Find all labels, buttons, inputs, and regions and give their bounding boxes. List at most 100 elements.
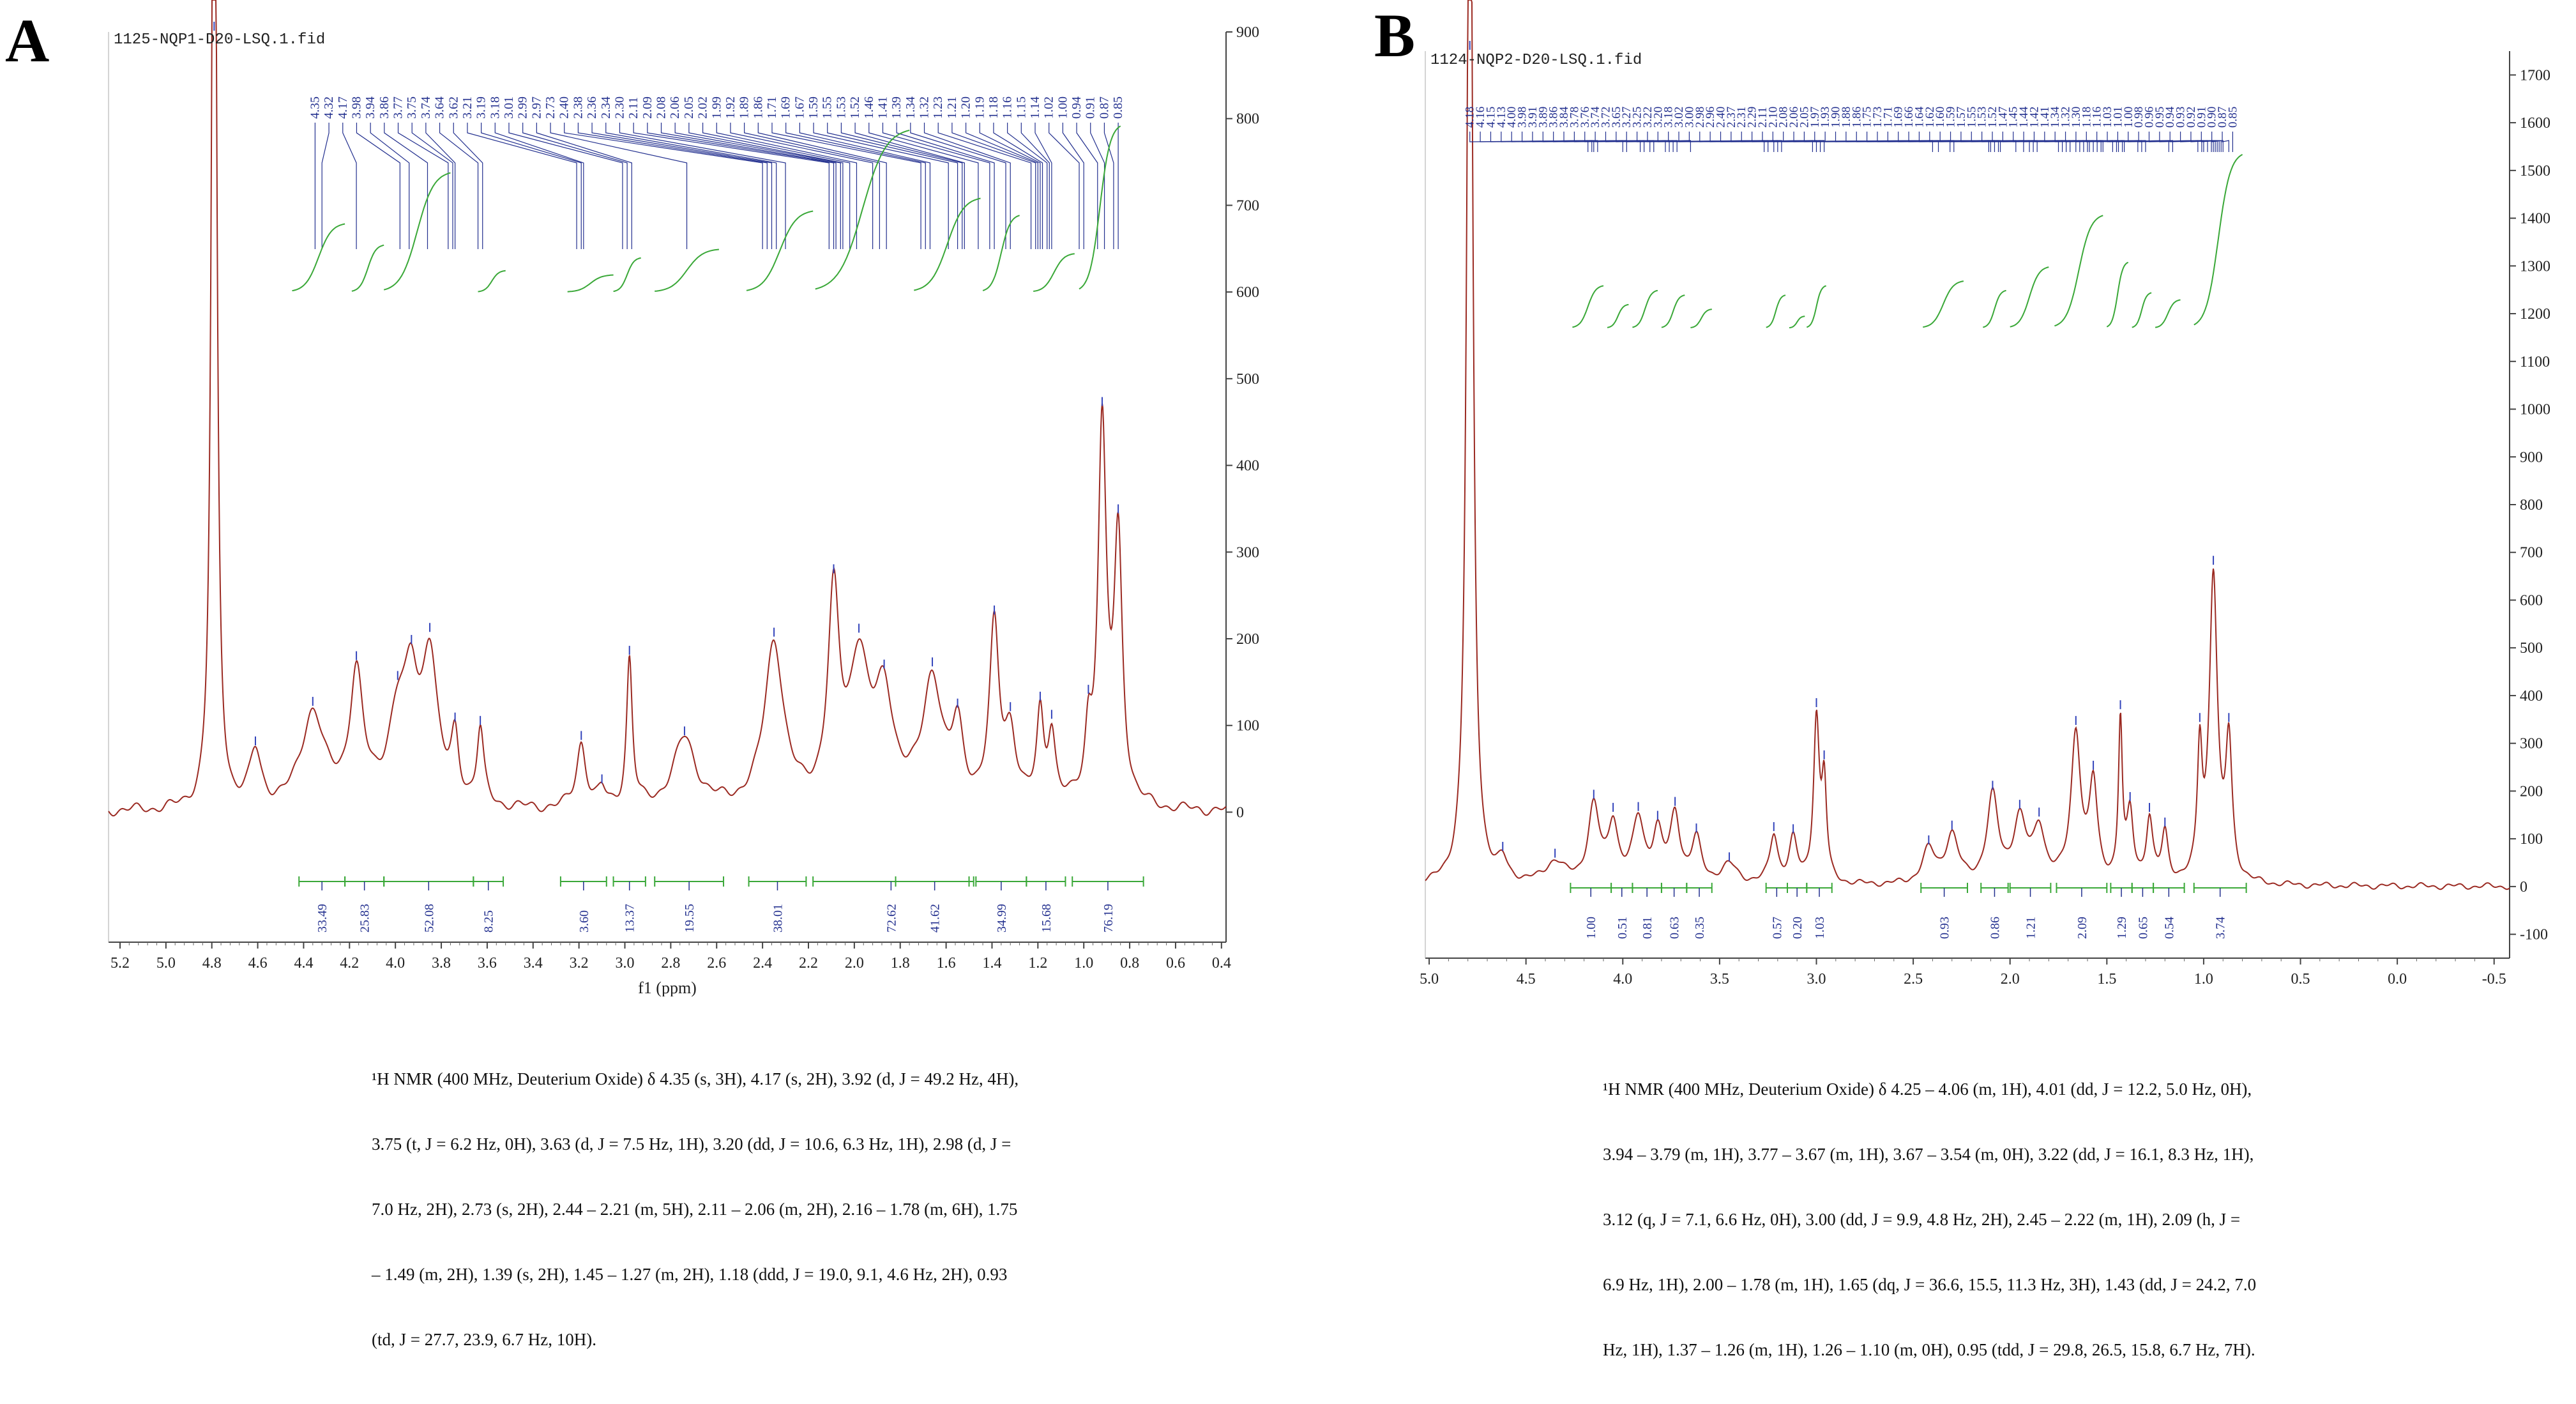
- peak-label-connector: [744, 123, 880, 249]
- x-tick-label: 2.5: [1904, 971, 1923, 988]
- integration-value: 38.01: [771, 904, 785, 933]
- peak-label: 2.11: [1756, 107, 1769, 128]
- integration-value: 19.55: [683, 904, 697, 933]
- y-tick-label: 1100: [2520, 354, 2550, 370]
- peak-label: 1.39: [890, 96, 904, 119]
- peak-label: 2.30: [612, 96, 626, 119]
- x-tick-label: 1.0: [2194, 971, 2213, 988]
- integral-curve: [914, 197, 981, 291]
- y-tick-label: 100: [2520, 831, 2543, 848]
- integral-curve: [292, 223, 345, 292]
- integration-value: 1.03: [1813, 917, 1827, 939]
- integration-value: 0.35: [1693, 917, 1707, 939]
- integral-curve: [1033, 253, 1075, 292]
- integration-value: 3.74: [2214, 917, 2228, 939]
- peak-label-connector: [979, 123, 1041, 249]
- peak-label-connector: [868, 123, 979, 249]
- peak-label: 2.98: [1693, 107, 1707, 128]
- peak-label: 0.91: [2195, 107, 2208, 128]
- integral-curve: [1661, 294, 1685, 328]
- integral-curve: [1079, 125, 1121, 290]
- integral-curve: [1632, 289, 1658, 328]
- peak-label-connector: [453, 123, 483, 249]
- peak-label-connector: [827, 123, 958, 249]
- y-tick-label: 1600: [2520, 115, 2550, 132]
- peak-label: 1.32: [918, 96, 932, 119]
- peak-label: 3.18: [488, 96, 502, 119]
- peak-label: 2.09: [640, 96, 655, 119]
- peak-label: 1.18: [987, 96, 1001, 119]
- integral-curve: [1806, 285, 1827, 328]
- peak-label: 3.77: [391, 96, 405, 119]
- peak-label: 1.67: [792, 96, 807, 119]
- peak-label: 1.41: [875, 96, 890, 119]
- peak-label: 1.59: [807, 96, 821, 119]
- integral-curve: [746, 210, 814, 291]
- x-tick-label: 3.5: [1710, 971, 1729, 988]
- peak-label: 1.16: [2091, 107, 2104, 128]
- integration-value: 34.99: [995, 904, 1009, 933]
- peak-label-connector: [647, 123, 835, 249]
- spectrum-line: [108, 0, 1227, 817]
- integral-curve: [2132, 292, 2152, 328]
- peak-label: 3.02: [1672, 107, 1686, 128]
- peak-label-connector: [1062, 123, 1084, 249]
- y-tick-label: 700: [1236, 197, 1259, 214]
- peak-label: 2.97: [529, 96, 543, 119]
- x-tick-label: 2.8: [661, 955, 680, 972]
- peak-label-connector: [688, 123, 844, 249]
- peak-label-connector: [882, 123, 990, 249]
- peak-label-connector: [1020, 123, 1050, 249]
- peak-label-connector: [1090, 123, 1105, 249]
- x-tick-label: 4.0: [386, 955, 405, 972]
- peak-label: 1.71: [1881, 107, 1895, 128]
- peak-label: 3.01: [502, 96, 516, 119]
- peak-label-connector: [384, 123, 428, 249]
- y-tick-label: 900: [1236, 24, 1259, 41]
- peak-label-connector: [536, 123, 632, 249]
- peak-label: 3.78: [1568, 107, 1581, 128]
- integral-curve: [655, 248, 720, 292]
- nmr-spectrum-chart: 5.0 4.5 4.0 3.5 3.0 2.5 2.0 1.5 1.0 0.5 0.0 -0.5 f1 …: [1420, 0, 2550, 996]
- peak-label: 0.98: [2132, 107, 2146, 128]
- x-tick-label: 2.0: [845, 955, 864, 972]
- x-tick-label: 3.0: [1807, 971, 1826, 988]
- peak-label: 0.85: [2226, 107, 2239, 128]
- x-tick-label: 5.2: [110, 955, 130, 972]
- integration-value: 1.21: [2024, 917, 2038, 939]
- integration-value: 52.08: [422, 904, 436, 933]
- peak-label: 3.22: [1641, 107, 1655, 128]
- integral-curve: [2193, 154, 2243, 326]
- peak-label: 3.00: [1683, 107, 1696, 128]
- peak-label: 2.05: [1798, 107, 1811, 128]
- peak-label: 1.69: [1892, 107, 1905, 128]
- peak-label: 1.02: [1042, 96, 1056, 119]
- integral-curve: [815, 129, 910, 290]
- peak-label-connector: [896, 123, 995, 249]
- caption-line: Hz, 1H), 1.37 – 1.26 (m, 1H), 1.26 – 1.1…: [1603, 1340, 2255, 1359]
- peak-label: 1.21: [945, 96, 959, 119]
- peak-label: 1.23: [931, 96, 945, 119]
- peak-label-connector: [2190, 132, 2220, 152]
- peak-label-connector: [577, 123, 768, 249]
- peak-label: 3.21: [460, 96, 474, 119]
- x-tick-label: 4.2: [340, 955, 359, 972]
- peak-label: 1.00: [1056, 96, 1070, 119]
- peak-label-connector: [522, 123, 628, 249]
- peak-label: 4.15: [1484, 107, 1497, 128]
- x-tick-label: 3.2: [570, 955, 589, 972]
- peak-label: 3.94: [363, 96, 377, 119]
- caption-line: – 1.49 (m, 2H), 1.39 (s, 2H), 1.45 – 1.2…: [372, 1265, 1008, 1284]
- peak-label-connector: [591, 123, 773, 249]
- peak-label-connector: [965, 123, 1038, 249]
- peak-label-connector: [2222, 132, 2229, 152]
- peak-label: 1.73: [1871, 107, 1884, 128]
- x-tick-label: 3.4: [524, 955, 543, 972]
- integration-value: 8.25: [482, 910, 496, 933]
- peak-label-connector: [799, 123, 931, 249]
- integration-value: 72.62: [884, 904, 898, 933]
- integration-value: 41.62: [928, 904, 943, 933]
- peak-label-connector: [785, 123, 926, 249]
- peak-label-connector: [757, 123, 887, 249]
- y-tick-label: 1300: [2520, 258, 2550, 275]
